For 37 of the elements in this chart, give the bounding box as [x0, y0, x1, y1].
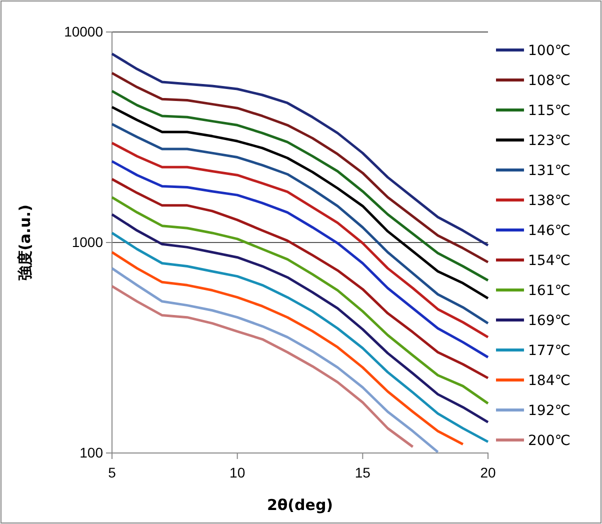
line-series — [110, 72, 490, 264]
line-series — [110, 160, 490, 359]
y-axis-title: 強度(a.u.) — [16, 204, 34, 280]
line-series — [110, 142, 490, 338]
y-tick-label: 10000 — [64, 23, 104, 40]
legend-label: 177℃ — [528, 343, 570, 359]
legend-label: 161℃ — [528, 283, 570, 299]
legend-label: 169℃ — [528, 313, 570, 329]
line-series — [110, 90, 490, 282]
line-series — [110, 213, 490, 424]
legend-label: 100℃ — [528, 43, 570, 59]
legend-label: 184℃ — [528, 373, 570, 389]
y-tick-label: 100 — [80, 444, 104, 460]
line-series — [110, 178, 490, 380]
line-series — [110, 284, 414, 448]
legend-label: 192℃ — [528, 403, 570, 419]
legend-label: 131℃ — [528, 163, 570, 179]
x-tick-label: 5 — [108, 464, 116, 480]
legend-label: 115℃ — [528, 103, 570, 119]
line-series — [110, 106, 490, 300]
line-series — [110, 250, 464, 446]
x-tick-label: 10 — [230, 464, 246, 480]
x-axis-title: 2θ(deg) — [266, 496, 334, 514]
line-series — [110, 267, 440, 454]
legend-label: 200℃ — [528, 433, 570, 449]
legend-label: 138℃ — [528, 193, 570, 209]
x-tick-label: 15 — [354, 464, 371, 480]
line-series — [110, 232, 490, 444]
legend-label: 154℃ — [528, 253, 570, 269]
line-series — [110, 52, 490, 247]
legend-label: 123℃ — [528, 133, 570, 149]
x-tick-label: 20 — [480, 464, 496, 480]
legend-label: 146℃ — [528, 223, 570, 239]
line-series — [110, 122, 490, 325]
line-series — [110, 196, 490, 405]
y-tick-label: 1000 — [72, 234, 104, 250]
legend-label: 108℃ — [528, 73, 570, 89]
